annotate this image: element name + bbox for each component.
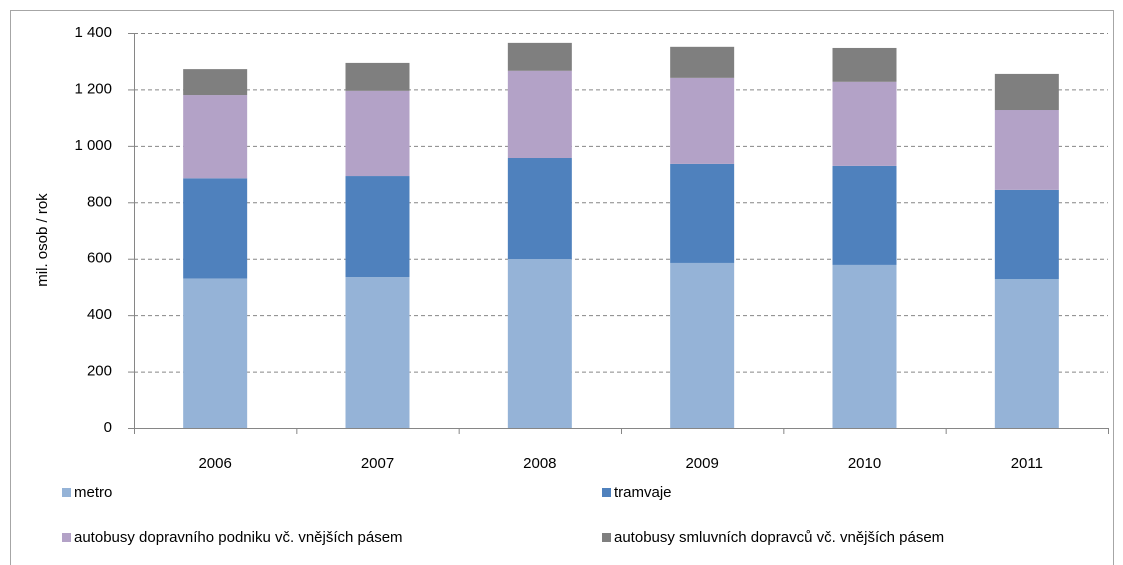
bar-segment bbox=[670, 163, 735, 263]
bar-segment bbox=[832, 165, 897, 265]
y-tick-label: 400 bbox=[87, 306, 112, 323]
bar-segment bbox=[183, 69, 248, 96]
y-tick-label: 0 bbox=[104, 419, 112, 436]
legend-label: metro bbox=[74, 484, 112, 501]
y-tick-label: 1 000 bbox=[74, 137, 112, 154]
y-tick-label: 600 bbox=[87, 250, 112, 267]
bar-segment bbox=[670, 46, 735, 78]
x-tick-label: 2010 bbox=[848, 455, 881, 472]
y-tick-label: 1 400 bbox=[74, 24, 112, 41]
bar-segment bbox=[345, 277, 410, 428]
bar-segment bbox=[183, 178, 248, 279]
bar-segment bbox=[345, 90, 410, 177]
bar-segment bbox=[507, 157, 572, 259]
y-tick-label: 800 bbox=[87, 193, 112, 210]
legend-label: tramvaje bbox=[614, 484, 672, 501]
bar-segment bbox=[832, 81, 897, 166]
bar-segment bbox=[183, 278, 248, 428]
legend: metro tramvaje autobusy dopravního podniku… bbox=[62, 484, 944, 546]
bar-segment bbox=[994, 110, 1059, 190]
legend-label: autobusy smluvních dopravců vč. vnějších… bbox=[614, 529, 944, 546]
x-tick-label: 2007 bbox=[361, 455, 394, 472]
bar-segment bbox=[507, 42, 572, 71]
bar-segment bbox=[994, 279, 1059, 428]
x-tick-label: 2008 bbox=[523, 455, 556, 472]
y-axis-label: mil. osob / rok bbox=[34, 193, 51, 287]
legend-label: autobusy dopravního podniku vč. vnějších… bbox=[74, 529, 403, 546]
legend-swatch bbox=[62, 488, 71, 497]
x-tick-label: 2011 bbox=[1011, 455, 1043, 472]
bar-segment bbox=[507, 70, 572, 158]
legend-swatch bbox=[602, 533, 611, 542]
bar-segment bbox=[507, 258, 572, 428]
y-tick-label: 1 200 bbox=[74, 80, 112, 97]
bar-segment bbox=[183, 95, 248, 179]
chart-border bbox=[10, 10, 1114, 565]
x-tick-label: 2006 bbox=[198, 455, 231, 472]
bar-segment bbox=[994, 73, 1059, 111]
bar-segment bbox=[832, 47, 897, 82]
bar-segment bbox=[345, 176, 410, 278]
bar-segment bbox=[670, 262, 735, 428]
legend-swatch bbox=[62, 533, 71, 542]
bar-segment bbox=[345, 62, 410, 91]
legend-swatch bbox=[602, 488, 611, 497]
bar-segment bbox=[670, 77, 735, 164]
bar-segment bbox=[994, 189, 1059, 280]
y-tick-label: 200 bbox=[87, 363, 112, 380]
x-tick-label: 2009 bbox=[685, 455, 718, 472]
bar-segment bbox=[832, 264, 897, 428]
